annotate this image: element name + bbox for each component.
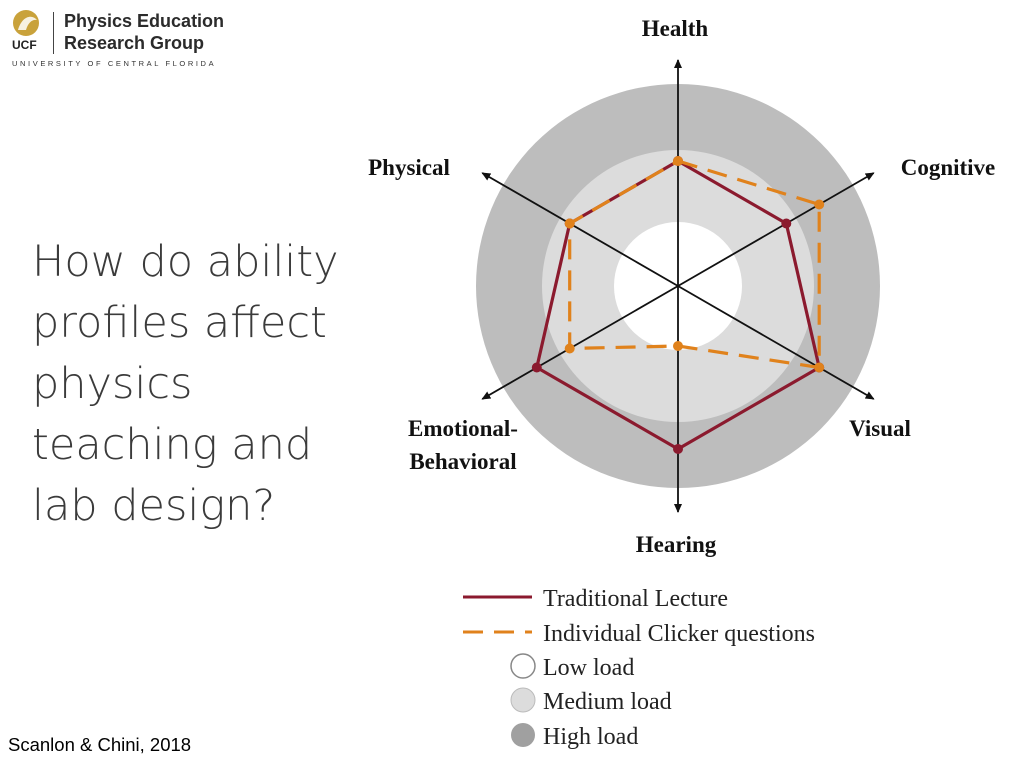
- pegasus-icon: [13, 10, 39, 36]
- axis-label-physical: Physical: [368, 155, 450, 180]
- data-point-clicker-hearing: [673, 341, 683, 351]
- axis-label-cognitive: Cognitive: [901, 155, 996, 180]
- chart-legend: Traditional Lecture Individual Clicker q…: [463, 586, 815, 750]
- data-point-traditional-cognitive: [781, 218, 792, 229]
- ucf-logo: UCF Physics Education Research Group UNI…: [0, 0, 260, 80]
- legend-low-label: Low load: [543, 655, 634, 681]
- logo-divider: [53, 12, 54, 54]
- legend-medium-label: Medium load: [543, 689, 672, 715]
- axis-label-emotional-line1: Emotional-: [408, 416, 518, 441]
- axis-label-hearing: Hearing: [636, 532, 717, 557]
- data-point-clicker-emotional-behavioral: [564, 343, 575, 354]
- axis-label-emotional-line2: Behavioral: [409, 449, 516, 474]
- data-point-clicker-physical: [564, 218, 575, 229]
- legend-medium-swatch: [510, 687, 536, 713]
- slide-citation: Scanlon & Chini, 2018: [8, 734, 192, 755]
- slide-question: How do ability profiles affect physics t…: [32, 237, 339, 531]
- legend-low-swatch: [510, 653, 536, 679]
- axis-label-health: Health: [642, 16, 709, 41]
- axis-label-visual: Visual: [849, 416, 911, 441]
- data-point-clicker-cognitive: [814, 199, 825, 210]
- legend-traditional-label: Traditional Lecture: [543, 586, 728, 612]
- legend-clicker-label: Individual Clicker questions: [543, 621, 815, 647]
- logo-org-line2: Research Group: [64, 33, 205, 53]
- radar-axes: [481, 59, 875, 513]
- data-point-traditional-hearing: [673, 444, 683, 454]
- data-point-clicker-health: [673, 156, 683, 166]
- axis-line-visual: [677, 285, 875, 400]
- logo-org-line1: Physics Education: [64, 11, 225, 31]
- axis-line-emotional-behavioral: [481, 285, 679, 400]
- axis-line-physical: [481, 172, 679, 287]
- logo-university: UNIVERSITY OF CENTRAL FLORIDA: [12, 59, 217, 68]
- axis-line-cognitive: [677, 172, 875, 287]
- radar-series: [531, 156, 825, 454]
- data-point-traditional-emotional-behavioral: [531, 362, 542, 373]
- logo-abbrev: UCF: [12, 38, 37, 52]
- legend-high-label: High load: [543, 724, 638, 750]
- data-point-clicker-visual: [814, 362, 825, 373]
- legend-high-swatch: [511, 723, 535, 747]
